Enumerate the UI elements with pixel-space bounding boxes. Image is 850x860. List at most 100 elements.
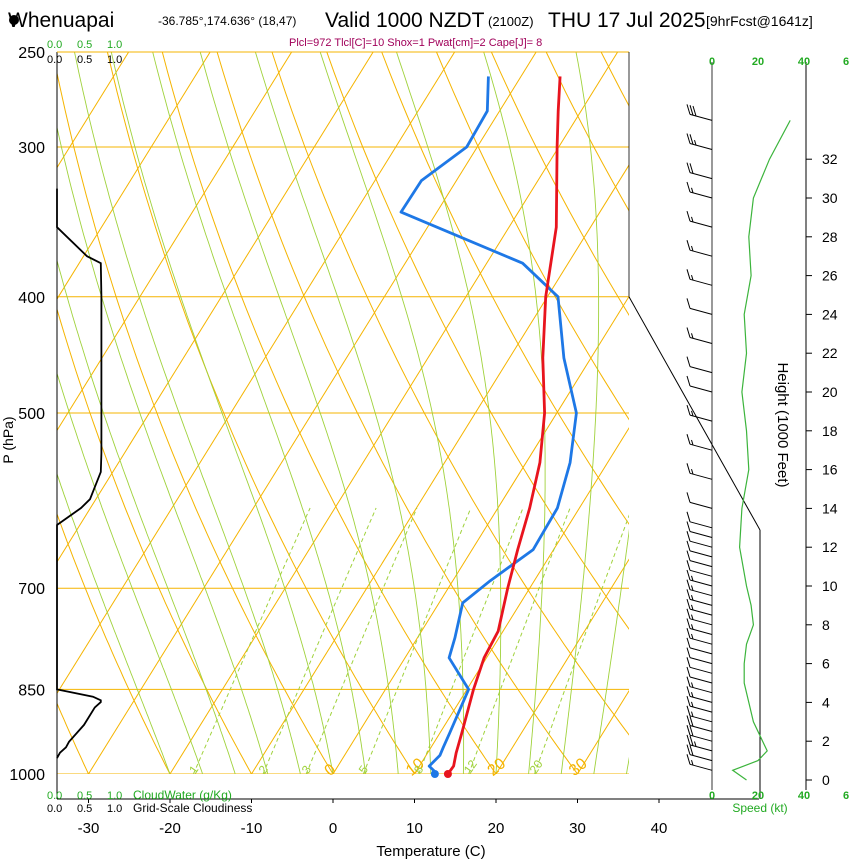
y-axis-title: P (hPa) (0, 416, 16, 463)
wind-barb (686, 511, 713, 529)
moist-adiabat (110, 52, 334, 774)
mixing-ratio-label-3: 3 (299, 763, 314, 777)
p-tick-label-250: 250 (18, 45, 45, 62)
height-tick-label-28: 28 (822, 229, 838, 245)
wind-barb (686, 404, 713, 422)
moist-adiabat (57, 258, 236, 774)
moist-adiabat (199, 52, 399, 774)
wind-barb (686, 375, 713, 393)
dry-adiabat (381, 52, 629, 525)
wind-barb (686, 637, 713, 655)
wind-barb (686, 744, 713, 762)
dry-adiabat (600, 52, 629, 107)
wind-barb (686, 298, 713, 315)
cloudiness-top-tick: 1.0 (107, 54, 122, 66)
cloudwater-axis-label: CloudWater (g/Kg) (133, 788, 232, 802)
moist-adiabat (593, 528, 629, 774)
height-tick-label-2: 2 (822, 733, 830, 749)
wind-barb (686, 608, 713, 626)
height-tick-label-10: 10 (822, 578, 838, 594)
mixing-ratio-line (362, 507, 472, 774)
isotherm (57, 52, 374, 563)
wind-barb (686, 666, 713, 684)
wind-barb (686, 725, 713, 742)
wind-barb (686, 550, 713, 568)
cloudiness-top-tick: 0.5 (77, 54, 92, 66)
wind-barb (686, 676, 713, 694)
dry-adiabat (490, 52, 629, 317)
wind-barb (686, 133, 713, 150)
isotherm (88, 52, 537, 774)
isotherm (251, 164, 629, 774)
isotherm (414, 427, 629, 774)
wind-barb (686, 695, 713, 713)
mixing-ratio-line (418, 507, 524, 774)
height-tick-label-14: 14 (822, 500, 838, 516)
x-axis-title: Temperature (C) (376, 843, 485, 860)
speed-top-tick-40: 40 (798, 56, 810, 68)
x-tick-label-10: 10 (406, 820, 423, 837)
wind-barb (686, 356, 713, 374)
dry-adiabat (216, 52, 579, 774)
p-tick-label-700: 700 (18, 581, 45, 598)
height-tick-label-20: 20 (822, 384, 838, 400)
wind-barb (686, 647, 713, 665)
moist-adiabat (57, 472, 171, 774)
cloudiness-profile (56, 188, 103, 759)
speed-bottom-tick-20: 20 (752, 790, 764, 802)
station-name: Whenuapai (8, 9, 115, 32)
mixing-ratio-line (305, 507, 418, 774)
dry-adiabat (645, 31, 850, 800)
height-tick-label-32: 32 (822, 151, 838, 167)
height-tick-label-22: 22 (822, 345, 838, 361)
p-tick-label-1000: 1000 (9, 767, 45, 784)
speed-bottom-tick-40: 40 (798, 790, 810, 802)
wind-barb (686, 463, 713, 480)
wind-barb (686, 560, 713, 577)
cloudwater-top-tick: 0.0 (47, 39, 62, 51)
dry-adiabat (271, 52, 629, 736)
station-bullet-icon (9, 15, 19, 25)
cloudwater-top-tick: 1.0 (107, 39, 122, 51)
moist-adiabat (396, 52, 502, 774)
forecast-info: [9hrFcst@1641z] (706, 13, 813, 29)
wind-barb (686, 162, 713, 180)
wind-barb (686, 589, 713, 606)
x-tick-label-20: 20 (488, 820, 505, 837)
dewpoint-profile (399, 76, 578, 776)
height-tick-label-12: 12 (822, 539, 838, 555)
valid-date: THU 17 Jul 2025 (548, 9, 706, 32)
speed-bottom-tick-6: 6 (843, 790, 849, 802)
wind-barb (686, 705, 713, 723)
p-tick-label-400: 400 (18, 290, 45, 307)
dry-adiabat (435, 52, 629, 421)
dry-adiabat (57, 70, 334, 774)
cloudwater-bottom-tick: 1.0 (107, 790, 122, 802)
p-tick-label-850: 850 (18, 682, 45, 699)
p-tick-label-300: 300 (18, 140, 45, 157)
background-lines (57, 31, 850, 800)
wind-barb (686, 715, 713, 732)
x-tick-label-30: 30 (569, 820, 586, 837)
cloudiness-bottom-tick: 0.5 (77, 803, 92, 815)
height-axis-title: Height (1000 Feet) (774, 362, 791, 487)
dry-adiabat (753, 31, 850, 800)
mixing-ratio-line (192, 507, 311, 774)
dry-adiabat (106, 52, 416, 774)
height-tick-label-16: 16 (822, 462, 838, 478)
wind-barb (686, 686, 713, 703)
height-tick-label-8: 8 (822, 617, 830, 633)
wind-barb (686, 327, 713, 344)
height-tick-label-18: 18 (822, 423, 838, 439)
height-tick-label-6: 6 (822, 656, 830, 672)
isotherm (169, 52, 619, 774)
x-tick-label--30: -30 (78, 820, 100, 837)
moist-adiabat (560, 52, 600, 774)
wind-barb (686, 579, 713, 597)
speed-top-tick-0: 0 (709, 56, 715, 68)
x-tick-label-40: 40 (651, 820, 668, 837)
speed-top-tick-20: 20 (752, 56, 764, 68)
wind-barb (686, 492, 713, 509)
valid-time: Valid 1000 NZDT (325, 9, 485, 32)
mixing-ratio-line (262, 507, 377, 774)
